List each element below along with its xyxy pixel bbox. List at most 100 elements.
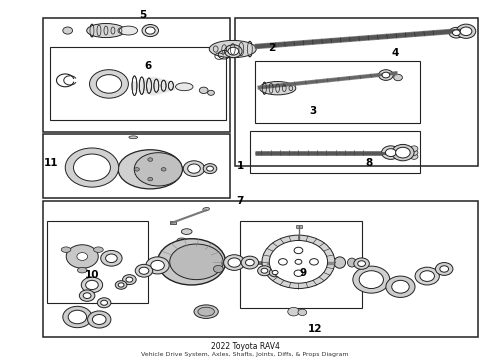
Circle shape bbox=[96, 158, 100, 161]
Text: 7: 7 bbox=[237, 195, 244, 206]
Circle shape bbox=[382, 146, 400, 159]
Circle shape bbox=[278, 258, 287, 265]
Circle shape bbox=[261, 268, 268, 273]
Circle shape bbox=[63, 306, 92, 328]
Ellipse shape bbox=[198, 307, 215, 316]
Circle shape bbox=[93, 315, 106, 324]
Circle shape bbox=[161, 167, 166, 171]
Ellipse shape bbox=[260, 82, 296, 95]
Text: 4: 4 bbox=[392, 48, 399, 58]
Text: 1: 1 bbox=[237, 162, 244, 171]
Circle shape bbox=[134, 167, 139, 171]
Bar bbox=[296, 225, 302, 228]
Circle shape bbox=[449, 27, 464, 38]
Text: 5: 5 bbox=[139, 10, 147, 20]
Ellipse shape bbox=[118, 150, 182, 189]
Ellipse shape bbox=[134, 153, 182, 186]
Circle shape bbox=[410, 154, 418, 159]
Circle shape bbox=[214, 265, 223, 273]
Circle shape bbox=[275, 256, 291, 267]
Circle shape bbox=[142, 24, 159, 37]
Text: 11: 11 bbox=[44, 158, 58, 168]
Circle shape bbox=[148, 158, 153, 161]
Circle shape bbox=[88, 311, 111, 328]
Circle shape bbox=[410, 150, 418, 156]
Circle shape bbox=[310, 258, 318, 265]
Circle shape bbox=[68, 310, 87, 324]
Circle shape bbox=[241, 256, 259, 269]
Text: 6: 6 bbox=[144, 61, 151, 71]
Circle shape bbox=[203, 164, 217, 174]
Bar bbox=[240, 221, 362, 308]
Bar bbox=[49, 46, 225, 120]
Circle shape bbox=[96, 174, 100, 177]
Circle shape bbox=[306, 256, 322, 267]
Circle shape bbox=[270, 240, 328, 283]
Ellipse shape bbox=[347, 258, 356, 267]
Text: 8: 8 bbox=[365, 158, 372, 168]
Circle shape bbox=[262, 235, 335, 288]
Bar bbox=[47, 221, 148, 303]
Text: 2022 Toyota RAV4: 2022 Toyota RAV4 bbox=[211, 342, 279, 351]
Circle shape bbox=[272, 270, 278, 275]
Circle shape bbox=[410, 146, 418, 152]
Circle shape bbox=[393, 74, 402, 81]
Ellipse shape bbox=[129, 136, 138, 139]
Circle shape bbox=[420, 271, 435, 282]
Ellipse shape bbox=[194, 305, 218, 318]
Circle shape bbox=[228, 258, 241, 267]
Circle shape bbox=[122, 275, 136, 285]
Ellipse shape bbox=[94, 247, 103, 252]
Circle shape bbox=[146, 257, 169, 274]
Text: 12: 12 bbox=[308, 324, 323, 334]
Circle shape bbox=[386, 149, 396, 157]
Circle shape bbox=[97, 75, 122, 93]
Circle shape bbox=[392, 280, 409, 293]
Circle shape bbox=[440, 266, 448, 272]
Circle shape bbox=[78, 166, 82, 169]
Circle shape bbox=[101, 251, 122, 266]
Circle shape bbox=[270, 268, 281, 277]
Text: 10: 10 bbox=[85, 270, 99, 280]
Circle shape bbox=[379, 70, 393, 80]
Circle shape bbox=[102, 166, 106, 169]
Ellipse shape bbox=[175, 83, 193, 91]
Circle shape bbox=[66, 245, 98, 268]
Circle shape bbox=[86, 280, 98, 289]
Circle shape bbox=[298, 309, 307, 316]
Circle shape bbox=[90, 70, 128, 98]
Circle shape bbox=[207, 166, 214, 171]
Bar bbox=[44, 18, 230, 132]
Ellipse shape bbox=[203, 207, 209, 211]
Ellipse shape bbox=[334, 257, 345, 268]
Ellipse shape bbox=[77, 267, 87, 273]
Bar bbox=[235, 18, 478, 166]
Circle shape bbox=[118, 283, 124, 287]
Circle shape bbox=[436, 262, 453, 275]
Circle shape bbox=[63, 27, 73, 34]
Circle shape bbox=[77, 253, 88, 260]
Ellipse shape bbox=[119, 26, 138, 35]
Ellipse shape bbox=[87, 23, 125, 37]
Text: 9: 9 bbox=[300, 268, 307, 278]
Circle shape bbox=[199, 87, 208, 94]
Ellipse shape bbox=[158, 239, 225, 285]
Ellipse shape bbox=[61, 247, 71, 252]
Circle shape bbox=[452, 30, 460, 36]
Circle shape bbox=[288, 307, 299, 316]
Circle shape bbox=[139, 267, 149, 274]
Circle shape bbox=[115, 281, 127, 289]
Bar bbox=[44, 134, 230, 198]
Circle shape bbox=[291, 245, 306, 256]
Circle shape bbox=[354, 258, 369, 269]
Circle shape bbox=[395, 147, 410, 158]
Circle shape bbox=[223, 255, 245, 270]
Circle shape bbox=[291, 267, 306, 279]
Circle shape bbox=[148, 177, 153, 181]
Circle shape bbox=[98, 298, 111, 308]
Bar bbox=[250, 131, 420, 173]
Circle shape bbox=[105, 254, 117, 262]
Bar bbox=[44, 201, 478, 337]
Circle shape bbox=[291, 257, 306, 267]
Circle shape bbox=[81, 277, 102, 293]
